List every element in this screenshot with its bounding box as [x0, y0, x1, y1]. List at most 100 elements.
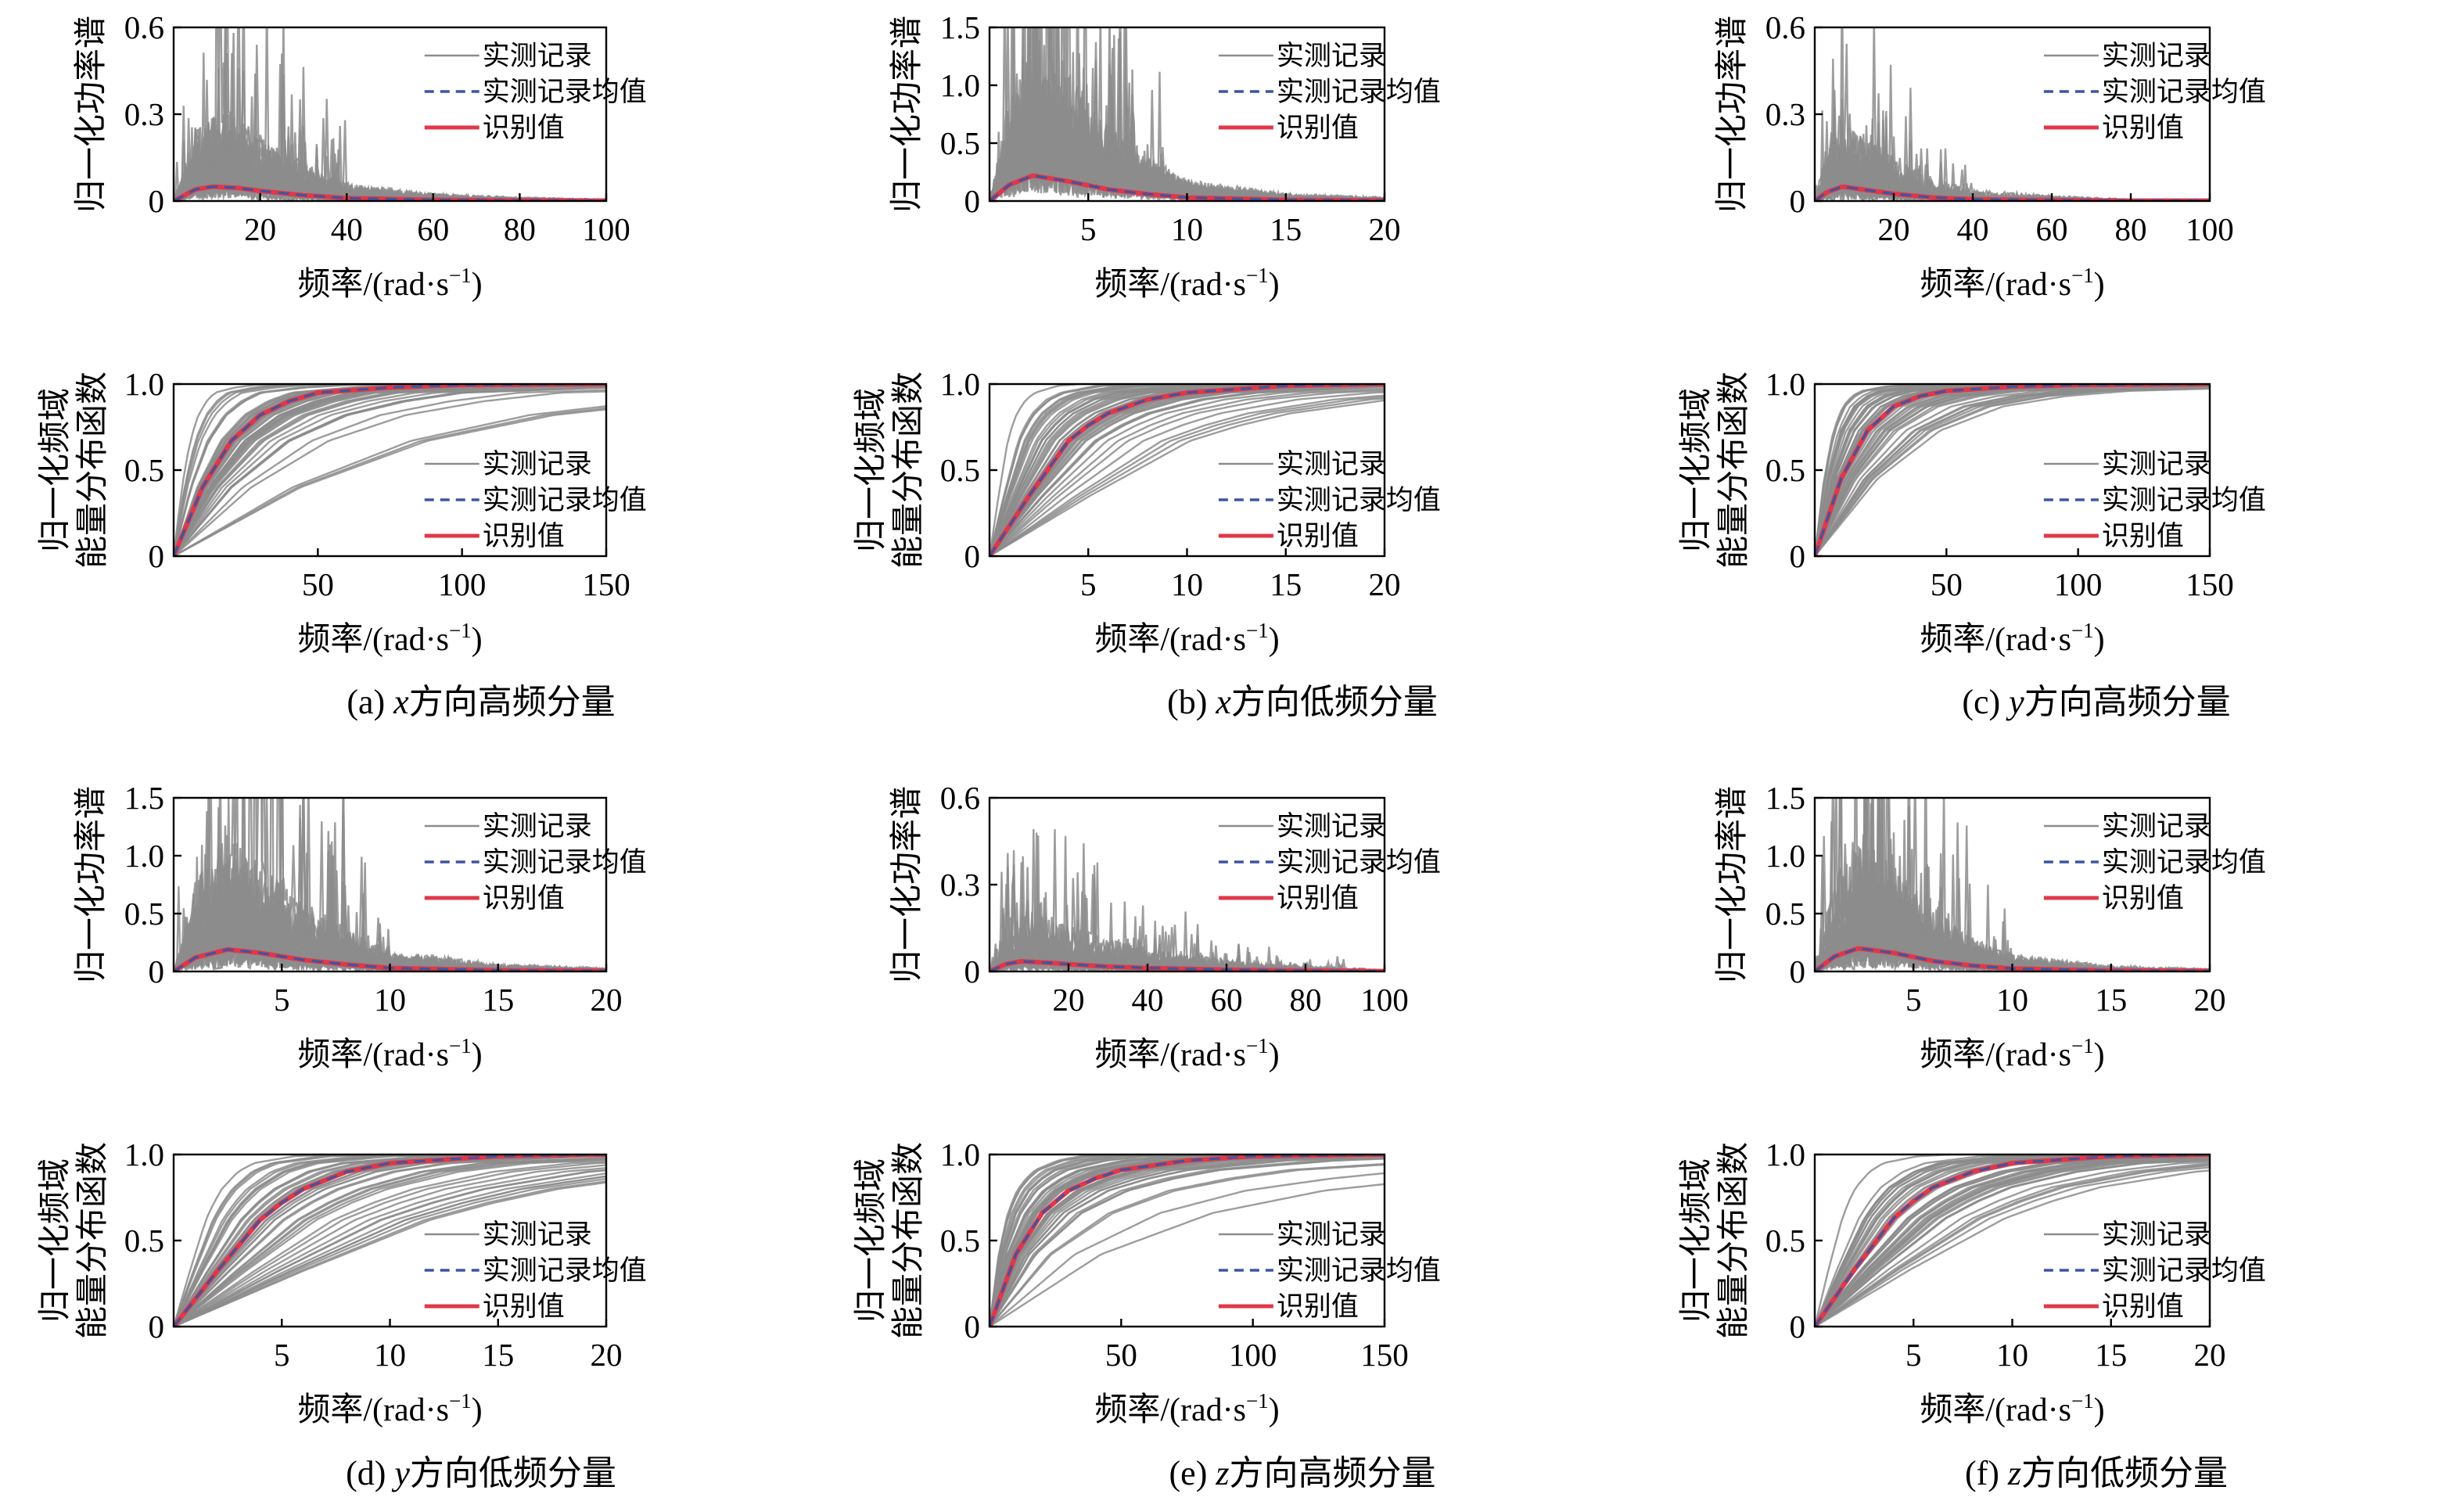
measured-record-line: [1815, 1159, 2210, 1327]
measured-record-line: [174, 1154, 606, 1327]
measured-record-line: [990, 399, 1385, 556]
measured-record-line: [1815, 384, 2210, 556]
x-tick-label: 80: [2115, 211, 2147, 247]
measured-record-line: [174, 1154, 606, 1327]
x-tick-label: 20: [1369, 566, 1401, 602]
x-tick-label: 5: [1080, 566, 1097, 602]
legend-label: 实测记录均值: [483, 1255, 647, 1287]
x-tick-label: 5: [274, 982, 290, 1018]
legend-label: 实测记录均值: [1277, 847, 1441, 878]
y-tick-label: 0.5: [940, 125, 980, 161]
y-tick-label: 0: [964, 538, 981, 574]
measured-record-line: [990, 1172, 1385, 1327]
x-tick-label: 40: [331, 211, 363, 247]
measured-record-line: [174, 1156, 606, 1327]
legend-label: 实测记录: [1277, 449, 1386, 480]
measured-record-line: [990, 1183, 1385, 1327]
x-tick-label: 10: [374, 982, 406, 1018]
x-tick-label: 40: [1132, 982, 1164, 1018]
x-axis-label: 频率/(rad·s−1): [1094, 619, 1279, 658]
x-tick-label: 100: [582, 211, 630, 247]
measured-record-line: [990, 1154, 1385, 1327]
y-axis-label-line1: 归一化频域: [851, 388, 889, 552]
legend-label: 识别值: [483, 883, 565, 914]
measured-record-line: [174, 405, 606, 556]
legend-label: 实测记录: [1277, 41, 1386, 72]
legend-label: 实测记录: [1277, 811, 1386, 842]
x-tick-label: 60: [417, 211, 449, 247]
measured-record-line: [174, 1158, 606, 1327]
y-tick-label: 1.0: [124, 1137, 164, 1172]
x-tick-label: 10: [374, 1337, 406, 1373]
mean-line: [174, 384, 606, 556]
y-tick-label: 0: [964, 183, 981, 219]
legend-label: 识别值: [2102, 883, 2184, 914]
measured-record-line: [990, 391, 1385, 556]
measured-record-line: [990, 384, 1385, 556]
measured-record-line: [1815, 387, 2210, 556]
x-tick-label: 100: [2054, 566, 2103, 602]
x-axis-label: 频率/(rad·s−1): [1094, 264, 1279, 303]
mean-line: [1815, 1154, 2210, 1327]
measured-record-line: [174, 1161, 606, 1327]
x-tick-label: 20: [2194, 1337, 2226, 1373]
y-axis-label-line1: 归一化频域: [851, 1158, 889, 1323]
legend-label: 实测记录: [1277, 1219, 1386, 1251]
x-tick-label: 20: [591, 1337, 623, 1373]
measured-record-line: [1815, 1154, 2210, 1327]
measured-record-line: [174, 386, 606, 556]
measured-record-line: [990, 384, 1385, 556]
y-tick-label: 1.0: [940, 366, 980, 402]
x-tick-label: 50: [1105, 1337, 1137, 1373]
legend-label: 识别值: [2102, 1291, 2184, 1323]
measured-record-line: [1815, 1162, 2210, 1327]
y-axis-label-line2: 能量分布函数: [73, 372, 111, 569]
legend-label: 实测记录均值: [2102, 847, 2266, 878]
measured-record-line: [990, 384, 1385, 556]
measured-record-line: [990, 384, 1385, 556]
measured-record-line: [174, 1154, 606, 1327]
chart-d-psd: 0 0.5 1.0 1.5 5 10 15 20 频率/(rad·s−1) 归一化功率谱 实测记录实…: [71, 780, 647, 1073]
measured-record-line: [990, 386, 1385, 556]
measured-record-line: [990, 384, 1385, 556]
x-tick-label: 10: [1171, 211, 1203, 247]
y-tick-label: 1.0: [124, 366, 164, 402]
y-tick-label: 0: [1790, 953, 1806, 989]
measured-record-line: [174, 1159, 606, 1327]
legend-label: 识别值: [1277, 113, 1359, 144]
y-tick-label: 1.0: [1765, 1137, 1805, 1172]
x-axis-label: 频率/(rad·s−1): [1920, 1389, 2104, 1428]
y-axis-label-line2: 能量分布函数: [889, 372, 927, 569]
x-tick-label: 60: [1211, 982, 1243, 1018]
legend-label: 识别值: [483, 113, 565, 144]
x-axis-label: 频率/(rad·s−1): [297, 1034, 482, 1073]
legend-label: 识别值: [2102, 521, 2184, 552]
chart-f-psd: 0 0.5 1.0 1.5 5 10 15 20 频率/(rad·s−1) 归一化功率谱 实测记录实…: [1712, 780, 2266, 1073]
measured-record-line: [174, 1164, 606, 1327]
legend-label: 实测记录均值: [2102, 1255, 2266, 1287]
measured-record-line: [174, 1181, 606, 1327]
y-tick-label: 0.3: [940, 867, 980, 903]
measured-record-line: [1815, 1164, 2210, 1327]
legend-label: 实测记录均值: [1277, 1255, 1441, 1287]
x-tick-label: 20: [1369, 211, 1401, 247]
chart-b-psd: 0 0.5 1.0 1.5 5 10 15 20 频率/(rad·s−1) 归一化功率谱 实测记录实…: [887, 9, 1441, 303]
measured-record-line: [174, 1154, 606, 1327]
y-tick-label: 0.6: [940, 780, 980, 816]
x-tick-label: 15: [1270, 566, 1302, 602]
legend-label: 实测记录: [483, 811, 592, 842]
measured-record-line: [990, 397, 1385, 556]
measured-record-line: [1815, 386, 2210, 556]
y-axis-label: 归一化功率谱: [1712, 786, 1751, 983]
y-axis-label-line1: 归一化频域: [35, 388, 74, 552]
y-tick-label: 0: [149, 953, 165, 989]
